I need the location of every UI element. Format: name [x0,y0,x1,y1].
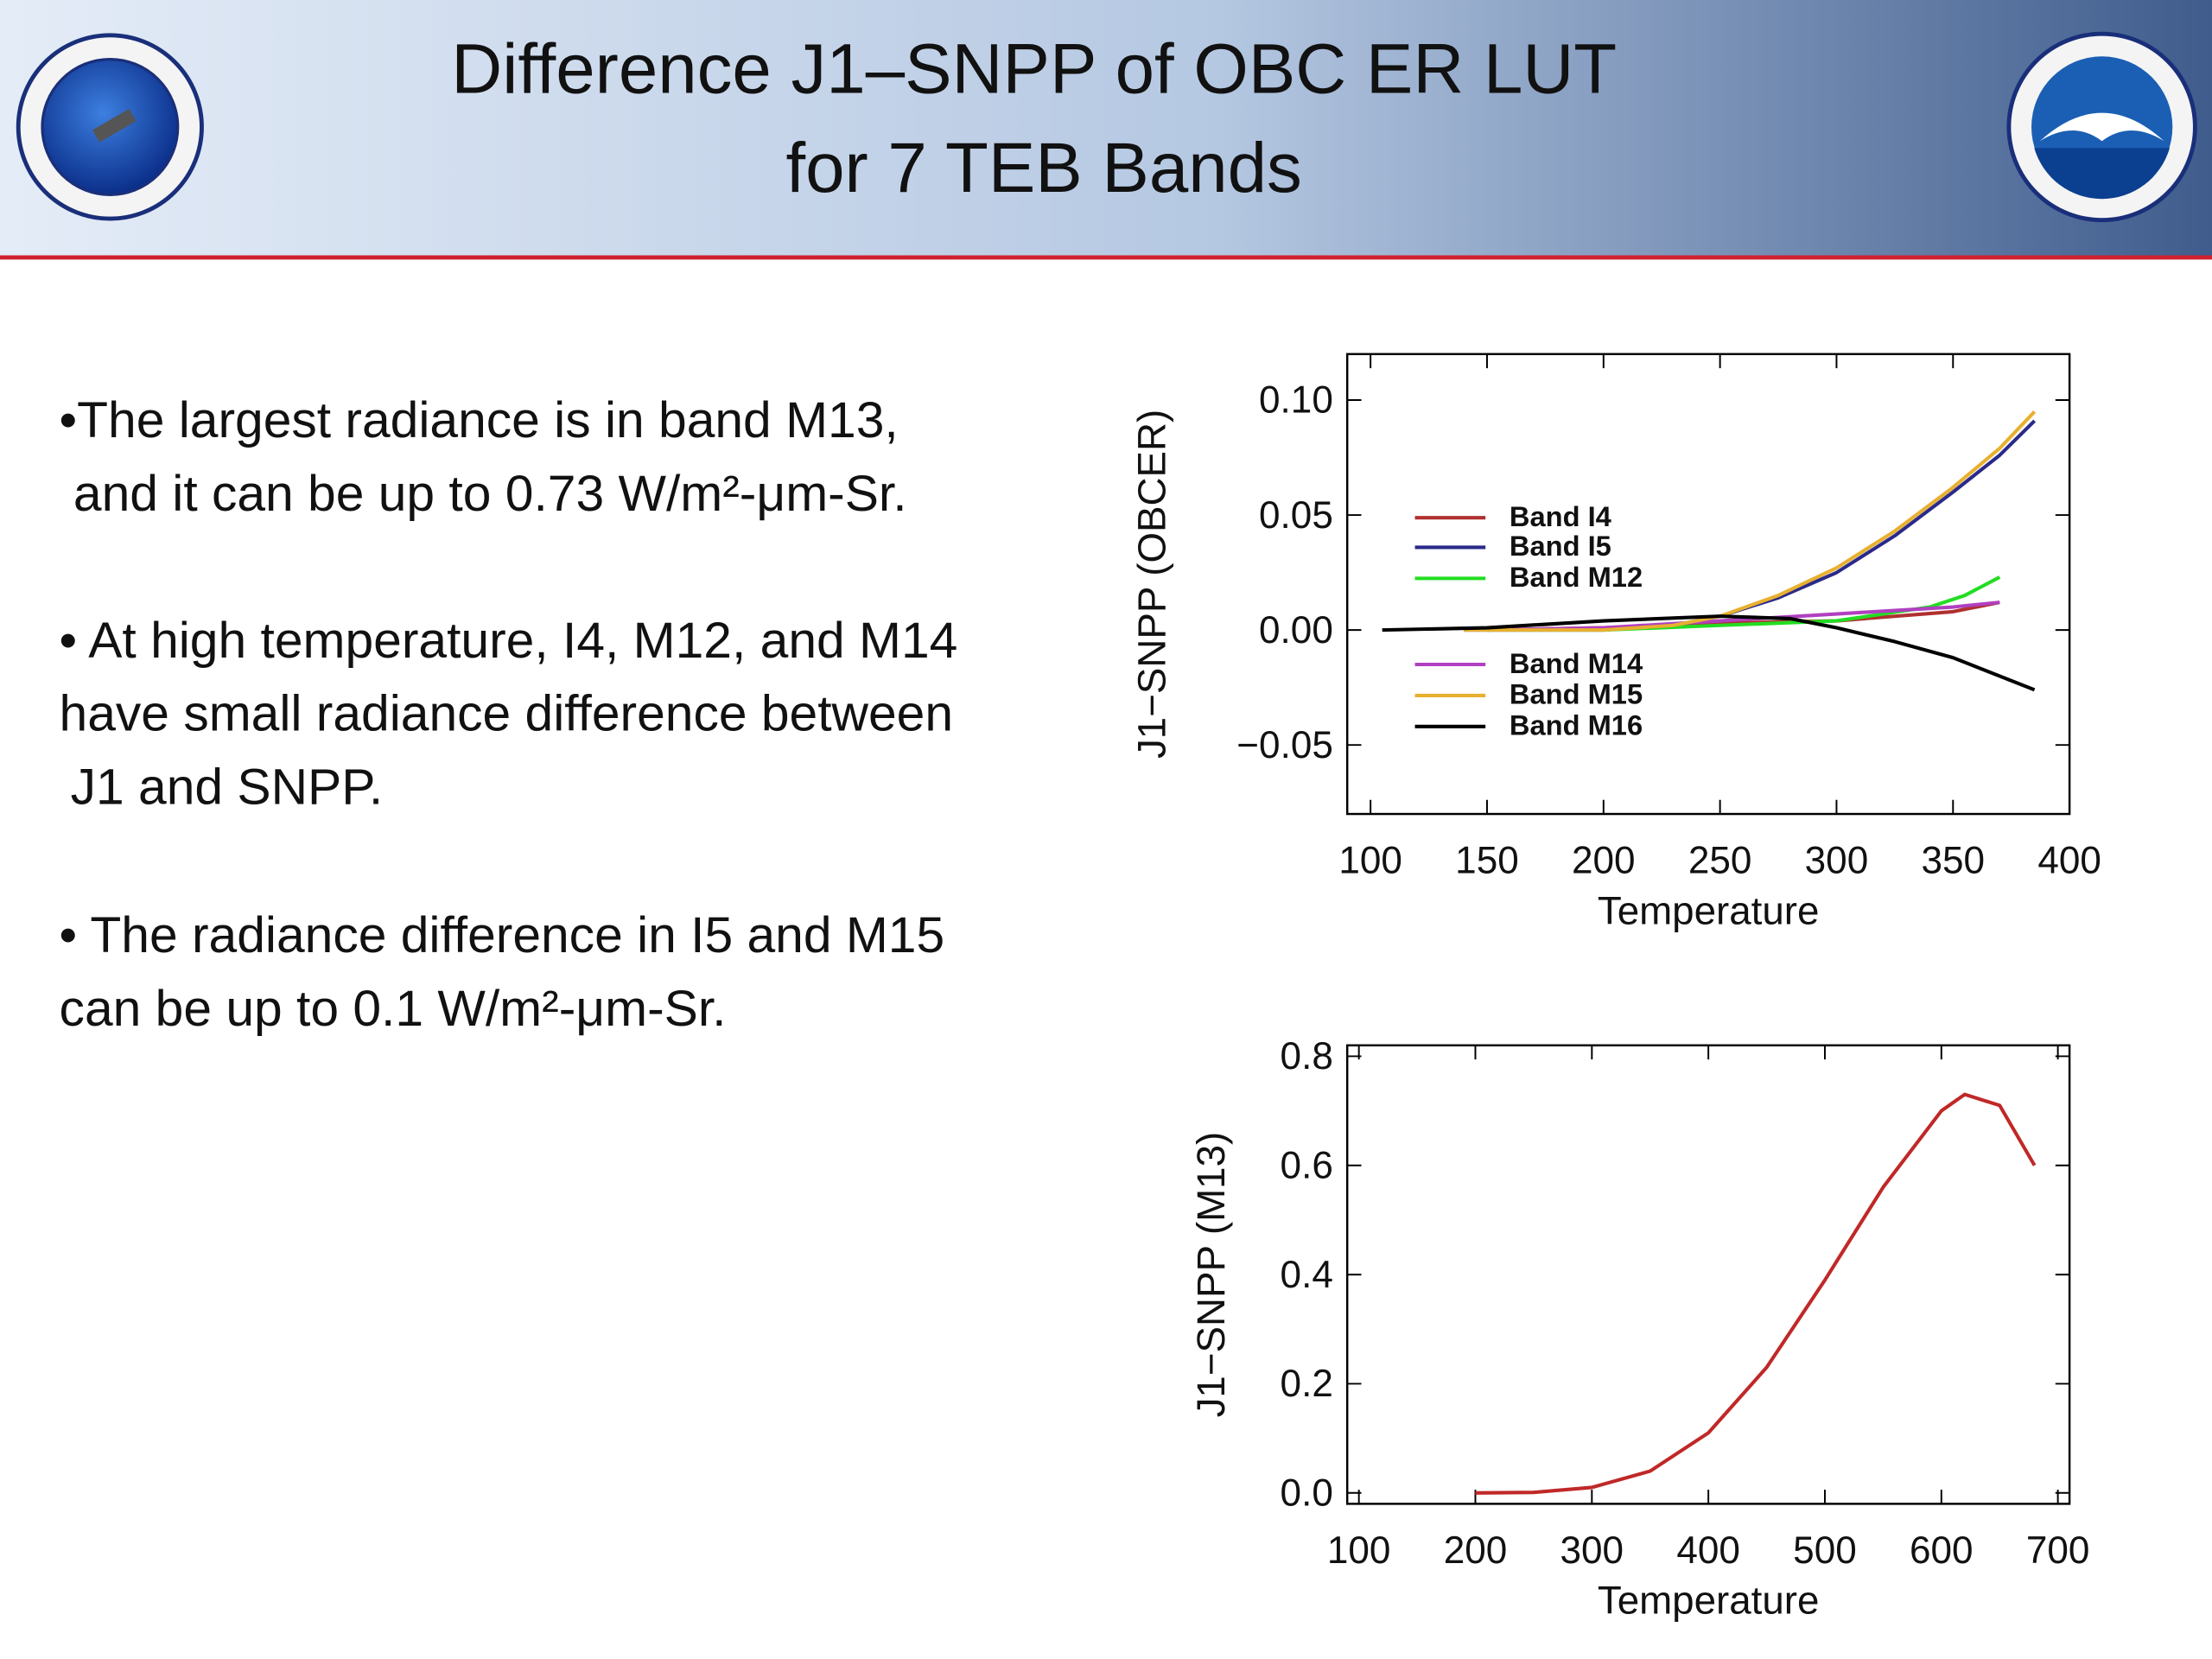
y-tick-label: 0.0 [1281,1471,1333,1514]
x-tick-label: 700 [2026,1529,2090,1572]
star-logo [16,33,204,221]
series-line [1475,1092,2037,1495]
x-tick-label: 300 [1560,1529,1624,1572]
x-tick-label: 500 [1793,1529,1857,1572]
y-tick-label: 0.8 [1281,1035,1333,1077]
x-axis-label: Temperature [1598,1579,1820,1623]
title-line: Difference J1–SNPP of OBC ER LUT [451,30,1617,109]
y-tick-label: 0.10 [1259,379,1333,422]
x-tick-label: 300 [1805,840,1869,882]
y-tick-label: 0.6 [1281,1144,1333,1186]
y-tick-label: −0.05 [1236,724,1333,766]
bullet-line: • The radiance difference in I5 and M15 [60,907,945,963]
bullet-line: can be up to 0.1 W/m²-μm-Sr. [60,981,727,1037]
y-axis-label: J1−SNPP (M13) [1189,1132,1233,1418]
plot-frame [1345,353,2071,816]
noaa-logo [2006,31,2197,223]
legend-label: Band I4 [1510,500,1611,532]
x-tick-label: 400 [1676,1529,1740,1572]
title-line: for 7 TEB Bands [785,129,1301,207]
x-tick-label: 100 [1338,840,1402,882]
bullet-line: • At high temperature, I4, M12, and M14 [60,613,958,669]
y-tick-label: 0.4 [1281,1254,1333,1296]
legend-label: Band M15 [1510,678,1643,710]
x-tick-label: 200 [1572,840,1636,882]
header-rule [0,255,2212,260]
legend-label: Band I5 [1510,530,1611,562]
legend-label: Band M14 [1510,647,1643,679]
x-tick-label: 150 [1455,840,1519,882]
bullet-line: and it can be up to 0.73 W/m²-μm-Sr. [73,466,907,522]
y-tick-label: 0.00 [1259,609,1333,652]
x-tick-label: 400 [2037,840,2101,882]
header-band [0,0,2212,257]
legend-label: Band M16 [1510,709,1643,741]
y-tick-label: 0.05 [1259,494,1333,537]
legend-label: Band M12 [1510,561,1643,593]
y-axis-label: J1−SNPP (OBCER) [1130,410,1174,759]
x-axis-label: Temperature [1598,888,1820,932]
x-tick-label: 250 [1688,840,1752,882]
bullet-line: have small radiance difference between [60,686,953,742]
bullet-line: •The largest radiance is in band M13, [60,392,899,448]
y-tick-label: 0.2 [1281,1363,1333,1405]
x-tick-label: 100 [1327,1529,1391,1572]
x-tick-label: 600 [1910,1529,1974,1572]
series-line [1382,614,2036,692]
x-tick-label: 350 [1922,840,1986,882]
plot-frame [1345,1044,2071,1505]
x-tick-label: 200 [1444,1529,1508,1572]
bullet-line: J1 and SNPP. [71,760,384,816]
series-line [1464,410,2037,632]
